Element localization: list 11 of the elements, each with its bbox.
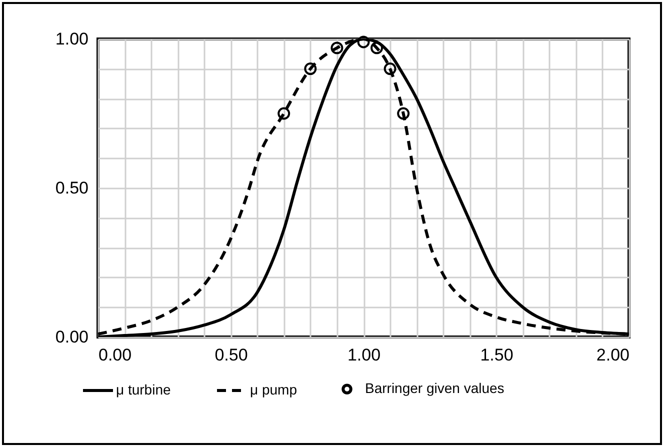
x-tick-label: 2.00 (596, 346, 630, 364)
x-tick-label: 0.00 (98, 346, 132, 364)
y-tick-label: 1.00 (55, 30, 88, 48)
legend-label: μ pump (250, 382, 298, 398)
y-tick-label: 0.50 (55, 178, 88, 198)
x-tick-label: 1.50 (480, 346, 514, 364)
x-tick-label: 0.50 (214, 346, 248, 364)
y-tick-label: 0.00 (55, 328, 88, 346)
legend-label: μ turbine (116, 382, 171, 398)
legend-label: Barringer given values (365, 380, 504, 396)
x-tick-label: 1.00 (347, 346, 381, 364)
